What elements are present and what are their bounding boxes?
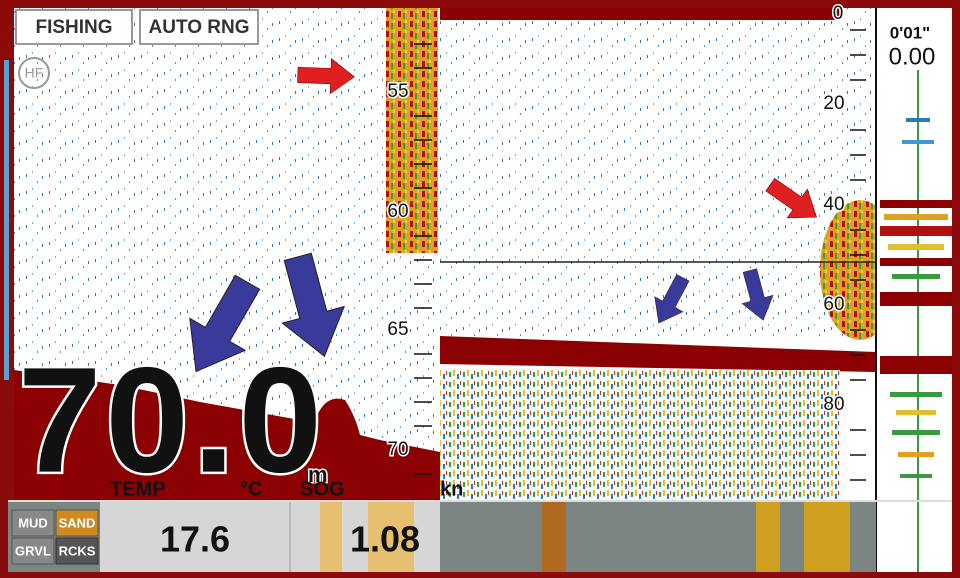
range-button-label[interactable]: AUTO RNG	[149, 17, 250, 38]
bottom-type	[11, 509, 55, 537]
flasher	[876, 8, 952, 572]
readout-value: 1.08	[350, 519, 420, 560]
fish-school	[386, 8, 438, 253]
bottom-stripe	[756, 502, 780, 572]
seabed	[440, 336, 876, 372]
depth-label: 60	[823, 294, 844, 315]
red-arrows	[297, 57, 818, 219]
depth-label: 65	[387, 319, 408, 340]
bottom-stripe	[804, 502, 850, 572]
seabed	[14, 370, 440, 500]
bottom-type	[11, 537, 55, 565]
bottom-type-label: SAND	[59, 515, 96, 530]
temp-cell	[100, 502, 290, 572]
depth-label: 60	[387, 201, 408, 222]
readout-unit: °C	[240, 478, 262, 500]
readout-label: SOG	[300, 478, 344, 500]
color-bar	[4, 60, 9, 380]
bottom-stripe	[320, 502, 342, 572]
frequency-badge	[18, 57, 50, 89]
bottom-type	[55, 537, 99, 565]
sog-cell	[290, 502, 440, 572]
flasher-value: 0.00	[889, 43, 936, 70]
mode-button[interactable]	[15, 9, 133, 45]
seabed-hump	[312, 398, 362, 445]
bottom-echo	[440, 370, 840, 500]
readout-value: 17.6	[160, 519, 230, 560]
depth-label: 55	[387, 81, 408, 102]
depth-label: 0	[833, 3, 844, 24]
depth-label: 80	[823, 394, 844, 415]
bottom-type	[55, 509, 99, 537]
depth-readout: 70.0	[18, 336, 326, 504]
surface-band	[440, 8, 840, 20]
flasher-time: 0'01"	[890, 23, 930, 42]
readout-unit: kn	[440, 478, 463, 500]
depth-unit: m	[308, 462, 328, 487]
right-scale-ticks	[850, 29, 866, 481]
depth-label: 40	[823, 194, 844, 215]
noise	[440, 8, 876, 338]
bottom-type-label: GRVL	[15, 543, 51, 558]
bottom-stripe	[542, 502, 566, 572]
range-button[interactable]	[139, 9, 259, 45]
blue-arrows	[189, 252, 774, 373]
bottom-stripe	[368, 502, 414, 572]
depth-label: 20	[823, 93, 844, 114]
mode-button-label[interactable]: FISHING	[35, 17, 112, 38]
bottom-type-label: MUD	[18, 515, 48, 530]
readout-label: TEMP	[110, 478, 166, 500]
left-scale-ticks	[414, 43, 432, 475]
depth-label: 70	[387, 439, 408, 460]
bottom-type-label: RCKS	[59, 543, 96, 558]
flasher-bars	[880, 118, 952, 478]
frequency-label: HF	[25, 65, 44, 81]
